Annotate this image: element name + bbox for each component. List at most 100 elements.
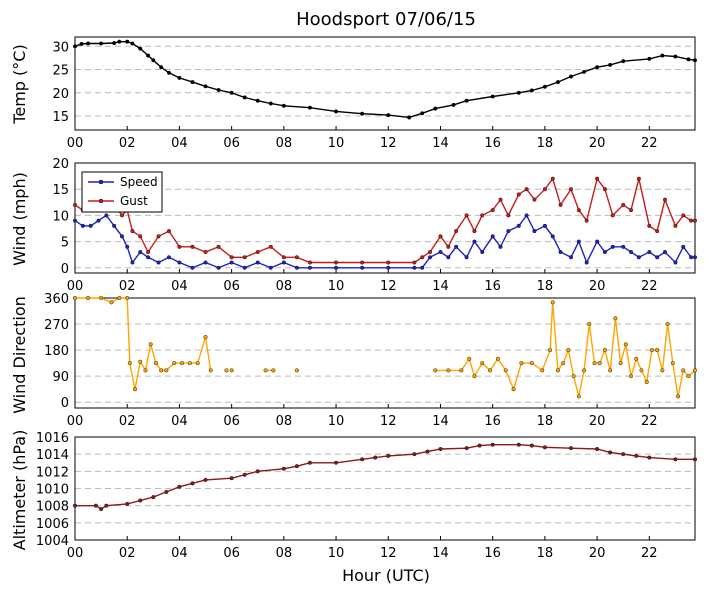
y-tick-label: 0 bbox=[61, 396, 69, 411]
data-point bbox=[686, 374, 691, 379]
data-point bbox=[542, 84, 547, 89]
data-point bbox=[125, 296, 130, 301]
data-point bbox=[584, 218, 589, 223]
data-point bbox=[629, 374, 634, 379]
data-point bbox=[373, 455, 378, 460]
data-point bbox=[689, 255, 694, 260]
data-point bbox=[610, 213, 615, 218]
data-point bbox=[542, 445, 547, 450]
data-point bbox=[86, 41, 91, 46]
x-tick-label: 18 bbox=[537, 136, 554, 151]
axes-frame bbox=[74, 36, 696, 131]
data-point bbox=[621, 244, 626, 249]
data-point bbox=[229, 90, 234, 95]
data-point bbox=[307, 260, 312, 265]
data-point bbox=[597, 361, 602, 366]
data-point bbox=[550, 234, 555, 239]
data-point bbox=[488, 368, 493, 373]
data-point bbox=[112, 223, 117, 228]
data-point bbox=[595, 239, 600, 244]
legend-label: Speed bbox=[120, 175, 158, 189]
legend-label: Gust bbox=[120, 194, 148, 208]
x-tick-label: 20 bbox=[589, 136, 606, 151]
data-point bbox=[693, 368, 698, 373]
data-point bbox=[104, 213, 109, 218]
y-tick-label: 360 bbox=[44, 292, 69, 307]
data-point bbox=[294, 464, 299, 469]
x-tick-label: 08 bbox=[276, 279, 293, 294]
data-point bbox=[117, 296, 122, 301]
y-tick-label: 1016 bbox=[36, 431, 69, 446]
x-tick-label: 02 bbox=[119, 414, 136, 429]
data-point bbox=[138, 250, 143, 255]
data-point bbox=[529, 361, 534, 366]
data-point bbox=[524, 187, 529, 192]
data-point bbox=[569, 187, 574, 192]
data-point bbox=[412, 452, 417, 457]
data-point bbox=[151, 58, 156, 63]
data-point bbox=[464, 446, 469, 451]
data-point bbox=[360, 265, 365, 270]
data-point bbox=[655, 229, 660, 234]
data-point bbox=[255, 469, 260, 474]
data-point bbox=[242, 265, 247, 270]
data-point bbox=[420, 265, 425, 270]
data-point bbox=[506, 229, 511, 234]
x-tick-label: 14 bbox=[432, 414, 449, 429]
data-point bbox=[529, 443, 534, 448]
data-point bbox=[88, 223, 93, 228]
data-point bbox=[164, 368, 169, 373]
data-point bbox=[490, 208, 495, 213]
data-point bbox=[242, 472, 247, 477]
data-point bbox=[130, 41, 135, 46]
y-tick-label: 90 bbox=[52, 370, 69, 385]
series-line bbox=[74, 177, 695, 264]
x-tick-label: 06 bbox=[223, 546, 240, 561]
data-point bbox=[93, 503, 98, 508]
data-point bbox=[229, 368, 234, 373]
legend-marker bbox=[98, 179, 104, 185]
data-point bbox=[532, 229, 537, 234]
data-point bbox=[177, 75, 182, 80]
data-point bbox=[595, 65, 600, 70]
data-point bbox=[673, 54, 678, 59]
data-point bbox=[119, 234, 124, 239]
data-point bbox=[294, 265, 299, 270]
data-point bbox=[571, 374, 576, 379]
x-tick-label: 00 bbox=[67, 414, 84, 429]
data-point bbox=[177, 244, 182, 249]
data-point bbox=[608, 450, 613, 455]
data-point bbox=[569, 74, 574, 79]
x-tick-label: 16 bbox=[484, 546, 501, 561]
data-point bbox=[148, 342, 153, 347]
data-point bbox=[655, 255, 660, 260]
panel-2: 0 5 10 15 20 00 02 04 06 08 10 12 14 16 18 20 22 Wind (mp… bbox=[10, 157, 698, 294]
data-point bbox=[464, 255, 469, 260]
data-point bbox=[673, 457, 678, 462]
series-line bbox=[74, 41, 696, 119]
y-axis-label: Altimeter (hPa) bbox=[10, 430, 29, 551]
data-point bbox=[177, 484, 182, 489]
data-point bbox=[629, 208, 634, 213]
y-tick-label: 1012 bbox=[36, 465, 69, 480]
data-point bbox=[224, 368, 229, 373]
data-point bbox=[576, 239, 581, 244]
data-point bbox=[281, 260, 286, 265]
data-point bbox=[555, 80, 560, 85]
data-point bbox=[138, 359, 143, 364]
data-point bbox=[294, 368, 299, 373]
x-tick-label: 14 bbox=[432, 279, 449, 294]
data-point bbox=[216, 265, 221, 270]
y-tick-label: 1010 bbox=[36, 483, 69, 498]
data-point bbox=[190, 481, 195, 486]
data-point bbox=[268, 101, 273, 106]
data-point bbox=[506, 213, 511, 218]
data-point bbox=[647, 455, 652, 460]
x-tick-label: 18 bbox=[537, 546, 554, 561]
data-point bbox=[255, 260, 260, 265]
data-point bbox=[96, 218, 101, 223]
x-tick-label: 04 bbox=[171, 414, 188, 429]
y-tick-label: 20 bbox=[52, 157, 69, 172]
data-point bbox=[582, 368, 587, 373]
